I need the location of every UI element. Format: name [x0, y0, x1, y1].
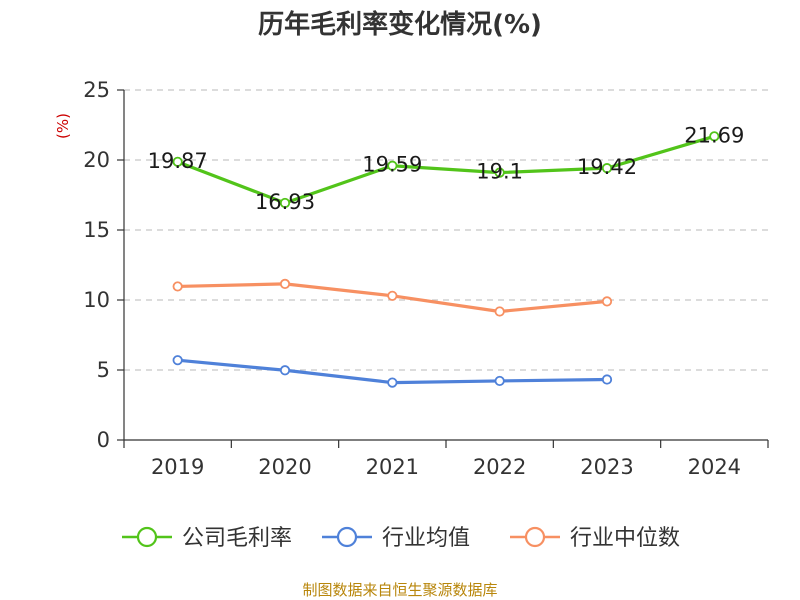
y-tick-label: 25 — [83, 78, 110, 102]
data-label: 19.59 — [362, 153, 422, 177]
legend-label: 行业中位数 — [570, 526, 680, 551]
legend-marker — [136, 526, 158, 548]
x-tick-label: 2019 — [151, 455, 204, 479]
y-tick-label: 0 — [97, 428, 110, 452]
data-point[interactable] — [172, 281, 183, 292]
y-tick-label: 10 — [83, 288, 110, 312]
x-tick-label: 2021 — [366, 455, 419, 479]
data-point[interactable] — [172, 355, 183, 366]
x-tick-label: 2023 — [580, 455, 633, 479]
data-point[interactable] — [279, 197, 291, 209]
legend-marker — [524, 526, 546, 548]
data-point[interactable] — [709, 131, 720, 142]
data-label: 19.87 — [148, 149, 208, 173]
legend-item-0[interactable]: 公司毛利率 — [122, 526, 292, 551]
x-tick-label: 2024 — [688, 455, 741, 479]
data-point[interactable] — [279, 278, 291, 289]
data-point[interactable] — [279, 365, 291, 376]
data-label: 19.1 — [476, 160, 523, 184]
y-tick-label: 20 — [83, 148, 110, 172]
x-tick-label: 2022 — [473, 455, 526, 479]
series-group — [172, 131, 720, 388]
x-tick-label: 2020 — [258, 455, 311, 479]
data-label: 21.69 — [684, 123, 744, 147]
legend-label: 行业均值 — [382, 526, 470, 551]
data-point[interactable] — [494, 167, 505, 178]
y-axis-unit-label: (%) — [54, 113, 72, 139]
series-line-0 — [177, 134, 715, 205]
y-tick-label: 5 — [97, 358, 110, 382]
data-label: 16.93 — [255, 190, 315, 214]
data-point[interactable] — [601, 163, 613, 174]
data-label: 19.42 — [577, 155, 637, 179]
legend[interactable]: 公司毛利率 行业均值 行业中位数 — [122, 526, 680, 551]
data-point[interactable] — [387, 290, 398, 301]
data-point[interactable] — [601, 296, 613, 307]
gridlines — [124, 89, 768, 371]
legend-marker — [336, 526, 358, 548]
data-point[interactable] — [601, 374, 613, 385]
legend-label: 公司毛利率 — [182, 526, 292, 551]
source-note: 制图数据来自恒生聚源数据库 — [302, 581, 497, 599]
data-point[interactable] — [172, 156, 183, 167]
y-tick-label: 15 — [83, 218, 110, 242]
legend-item-1[interactable]: 行业均值 — [322, 526, 470, 551]
data-labels: 19.87 16.93 19.59 19.1 19.42 21.69 — [148, 123, 745, 214]
data-point[interactable] — [494, 306, 505, 317]
legend-item-2[interactable]: 行业中位数 — [510, 526, 680, 551]
axes: 0 5 10 15 20 25 2019 2020 2021 2022 2023 2024 — [83, 78, 769, 479]
chart-title: 历年毛利率变化情况(%) — [258, 9, 542, 40]
data-point[interactable] — [387, 377, 398, 388]
data-point[interactable] — [494, 375, 505, 387]
data-point[interactable] — [387, 160, 398, 171]
